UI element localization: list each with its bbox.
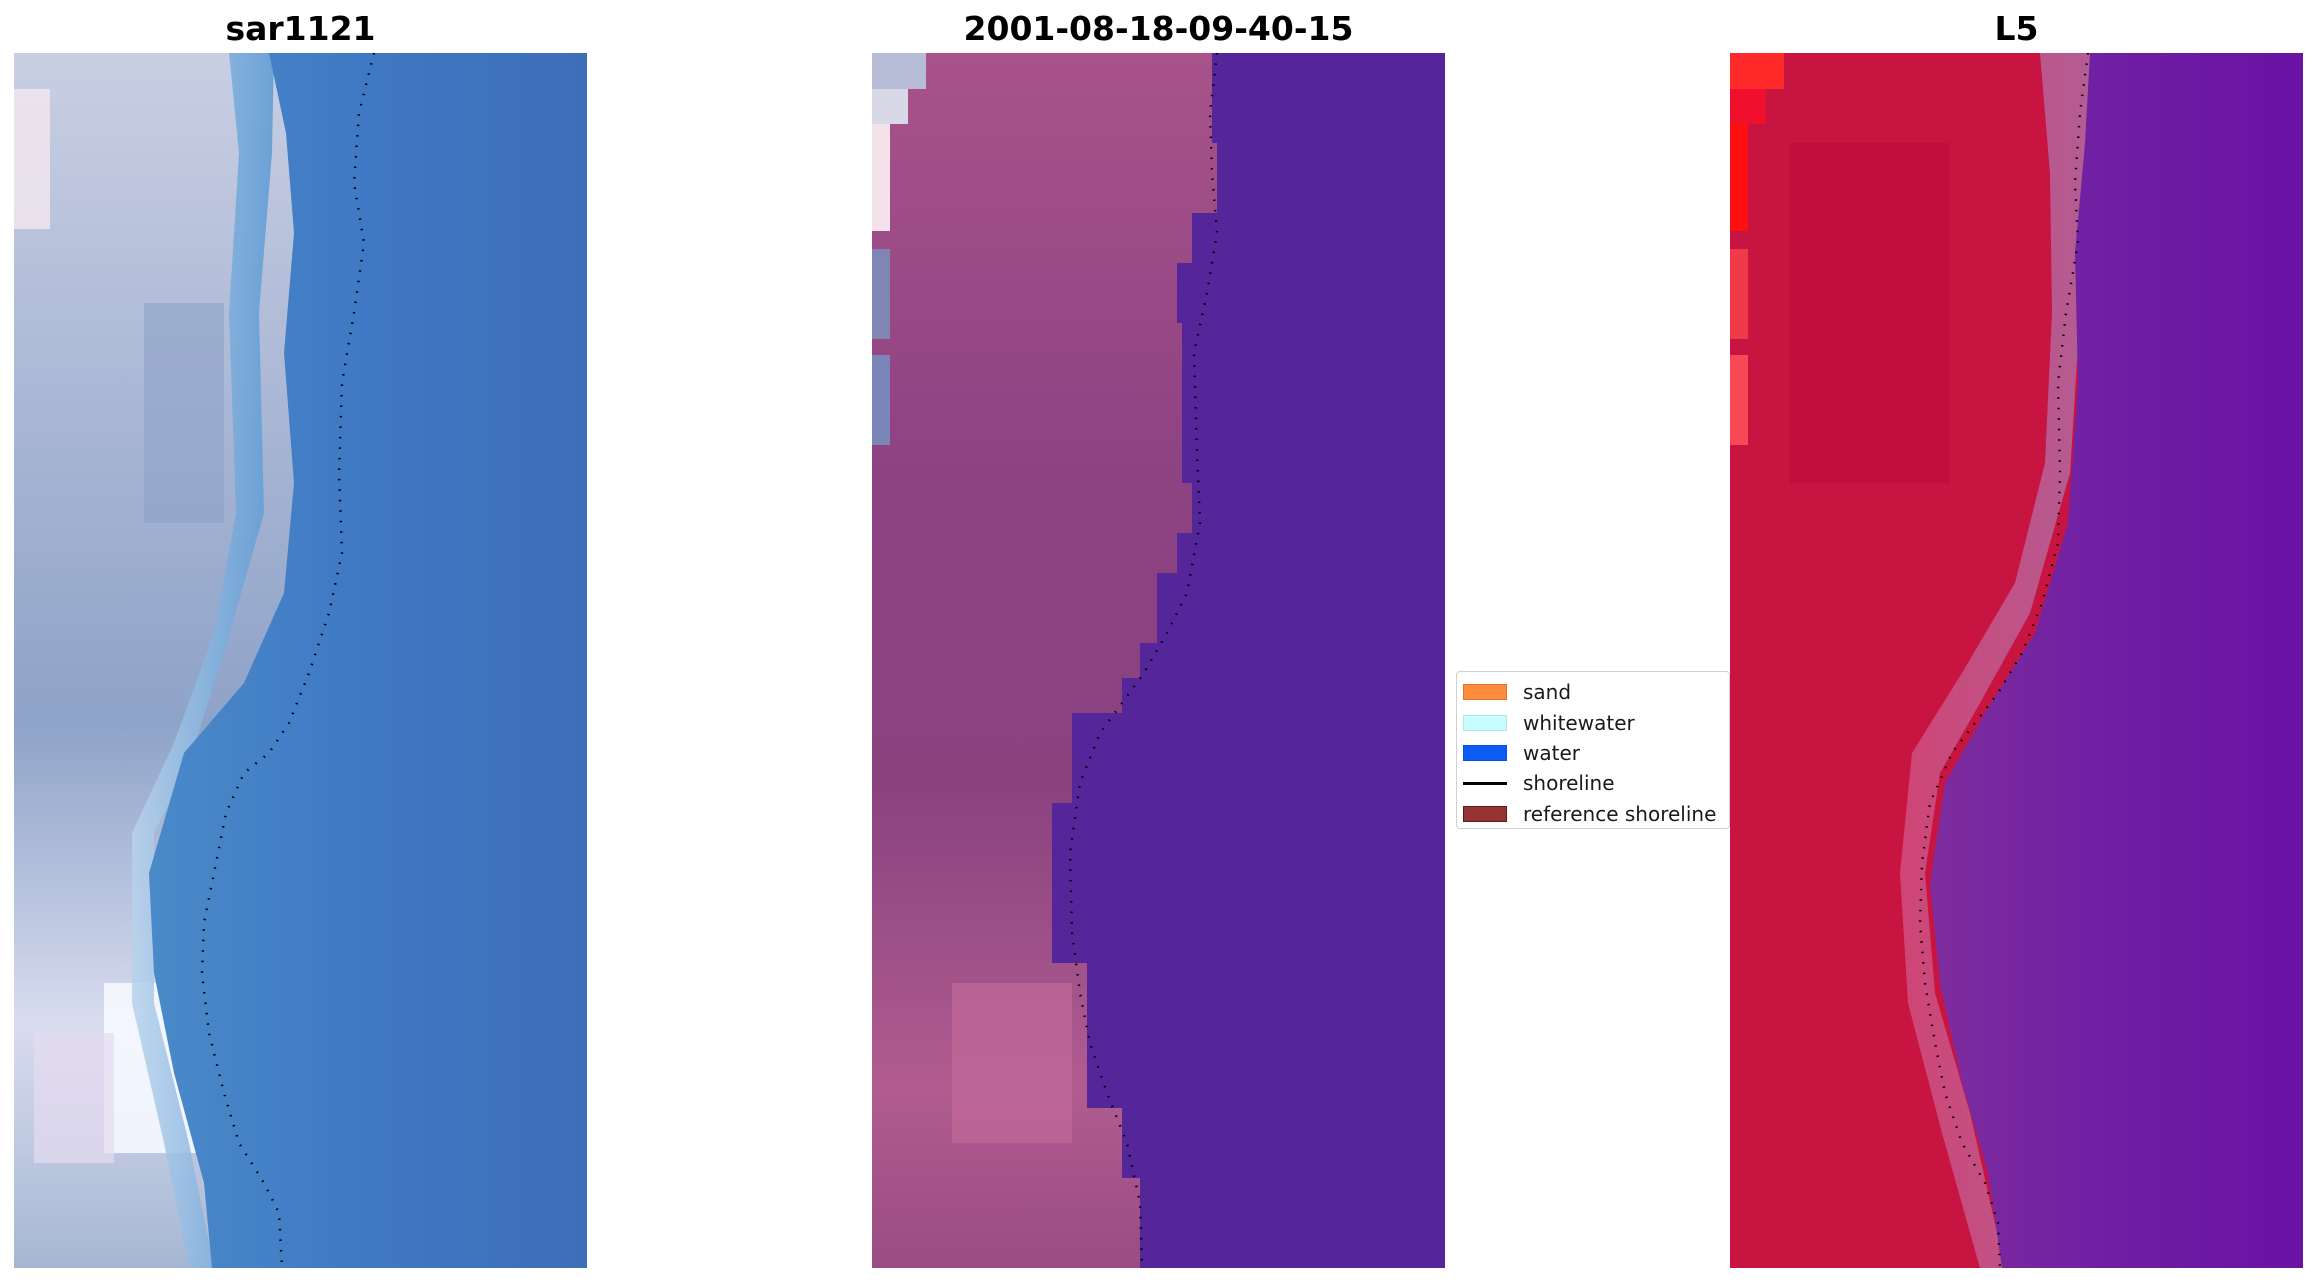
shoreline-line-swatch (1463, 781, 1507, 785)
panel-title-index: L5 (1994, 9, 2039, 48)
rgb-image-panel (14, 53, 587, 1268)
water-swatch (1463, 744, 1507, 761)
legend-label-whitewater: whitewater (1523, 710, 1635, 735)
index-image (1730, 53, 2303, 1268)
legend-label-reference-shoreline: reference shoreline (1523, 801, 1717, 826)
whitewater-swatch (1463, 714, 1507, 731)
legend-item-reference-shoreline: reference shoreline (1457, 799, 1729, 829)
sand-swatch (1463, 684, 1507, 701)
reference-shoreline-swatch (1463, 805, 1507, 822)
legend-item-sand: sand (1457, 677, 1729, 707)
legend-item-shoreline: shoreline (1457, 768, 1729, 798)
panel-title-rgb: sar1121 (225, 9, 376, 48)
shoreline-classified (1068, 53, 1219, 1268)
legend-label-water: water (1523, 740, 1580, 765)
classified-image-panel (872, 53, 1445, 1268)
index-image-panel (1730, 53, 2303, 1268)
legend-label-shoreline: shoreline (1523, 771, 1615, 796)
rgb-image (14, 53, 587, 1268)
legend-item-water: water (1457, 738, 1729, 768)
panel-title-classified: 2001-08-18-09-40-15 (963, 9, 1354, 48)
classified-image (872, 53, 1445, 1268)
legend: sand whitewater water shoreline referenc… (1456, 671, 1730, 829)
legend-label-sand: sand (1523, 680, 1572, 705)
legend-item-whitewater: whitewater (1457, 707, 1729, 737)
